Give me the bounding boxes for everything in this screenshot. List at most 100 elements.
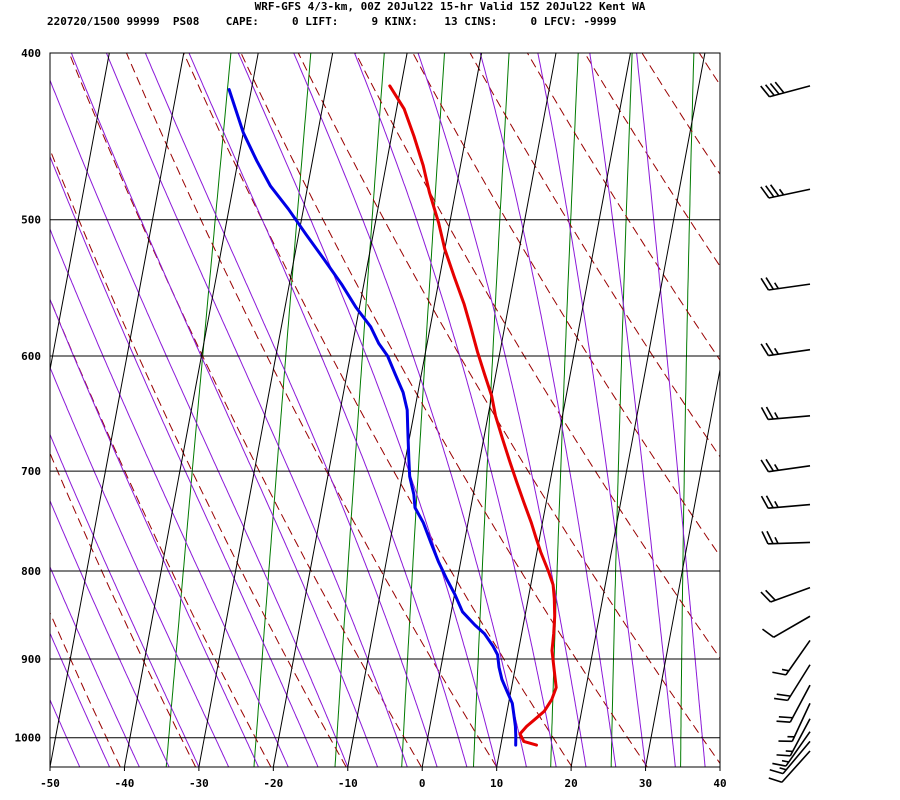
- wind-barb-feather: [769, 769, 784, 775]
- y-tick-label: 600: [21, 350, 41, 363]
- dry-adiabat-line: [526, 53, 720, 362]
- dry-adiabat-line: [125, 53, 498, 767]
- wind-barb-feather: [765, 495, 774, 509]
- wind-barb-shaft: [769, 85, 811, 98]
- wind-barb: [769, 740, 811, 775]
- moist-adiabat-line: [50, 227, 289, 767]
- moist-adiabat-line: [50, 632, 111, 767]
- dry-adiabat-line: [584, 53, 720, 268]
- moist-adiabat-line: [50, 565, 140, 767]
- x-tick-label: 10: [490, 777, 503, 790]
- wind-barb: [760, 586, 811, 603]
- mixing-ratio-line: [253, 53, 312, 767]
- wind-barb: [761, 530, 811, 545]
- wind-barb: [768, 750, 811, 783]
- isotherm-line: [496, 53, 631, 767]
- wind-barb-feather: [760, 85, 771, 98]
- y-tick-label: 500: [21, 214, 41, 227]
- wind-barb-shaft: [791, 702, 811, 742]
- dry-adiabat-line: [469, 53, 720, 458]
- wind-barb-feather: [772, 762, 787, 767]
- mixing-ratio-line: [550, 53, 579, 767]
- wind-barb-feather: [781, 759, 789, 763]
- wind-barb-feather: [760, 407, 769, 420]
- plot-border: [49, 52, 721, 768]
- dewpoint-line: [227, 88, 518, 747]
- dry-adiabat-line: [412, 53, 720, 557]
- y-tick-label: 900: [21, 653, 41, 666]
- moist-adiabat-line: [237, 53, 498, 767]
- moist-adiabat-line: [50, 366, 230, 767]
- mixing-ratio-line: [165, 53, 232, 767]
- wind-barb-feather: [760, 277, 770, 291]
- moist-adiabat-line: [50, 298, 259, 767]
- wind-barb-feather: [760, 459, 770, 473]
- wind-barb-shaft: [768, 348, 811, 357]
- moist-adiabat-line: [293, 53, 527, 767]
- wind-barb-feather: [765, 277, 775, 290]
- wind-barb-shaft: [789, 684, 811, 723]
- wind-barb: [772, 731, 811, 767]
- wind-barb-feather: [765, 185, 775, 198]
- x-tick-label: 0: [419, 777, 426, 790]
- x-tick-label: -50: [40, 777, 60, 790]
- y-tick-label: 800: [21, 565, 41, 578]
- wind-barb-feather: [779, 767, 787, 771]
- x-tick-label: -20: [263, 777, 283, 790]
- wind-barb-shaft: [781, 750, 811, 783]
- moist-adiabat-line: [50, 433, 200, 767]
- isotherm-line: [123, 53, 259, 767]
- wind-barbs: [760, 81, 811, 783]
- wind-barb-feather: [773, 347, 779, 355]
- x-tick-label: 20: [564, 777, 577, 790]
- wind-barb-feather: [769, 184, 780, 197]
- wind-barb-feather: [760, 495, 769, 509]
- moist-adiabat-line: [50, 155, 319, 767]
- dry-adiabat-line: [50, 452, 197, 767]
- dry-adiabat-line: [297, 53, 720, 765]
- dry-adiabat-line: [744, 34, 900, 767]
- mixing-ratio-line: [401, 53, 446, 767]
- wind-barb-shaft: [768, 465, 811, 473]
- wind-barb-shaft: [768, 503, 811, 510]
- moist-adiabat-line: [417, 53, 587, 767]
- plot-frame: [49, 52, 721, 768]
- wind-barb-feather: [774, 536, 779, 544]
- wind-barb: [760, 184, 811, 199]
- dry-adiabat-line: [68, 53, 422, 767]
- wind-barb: [773, 664, 811, 702]
- x-axis-ticks: -50 -40 -30 -20 -10 0 10 20 30 40: [40, 767, 727, 790]
- dry-adiabat-line: [801, 34, 900, 767]
- wind-barb: [760, 342, 811, 357]
- isotherm-line: [198, 53, 334, 767]
- wind-barb-shaft: [767, 541, 811, 545]
- moist-adiabat-line: [589, 53, 676, 767]
- wind-barb-feather: [764, 84, 775, 96]
- isotherm-line: [719, 764, 720, 767]
- wind-barb: [760, 81, 811, 98]
- wind-barb-feather: [774, 81, 785, 94]
- wind-barb-shaft: [787, 664, 811, 701]
- y-tick-label: 700: [21, 465, 41, 478]
- wind-barb-feather: [776, 720, 791, 723]
- dry-adiabat-line: [183, 53, 573, 767]
- isotherm-line: [347, 53, 483, 767]
- wind-barb: [762, 615, 811, 638]
- wind-barb-feather: [773, 282, 779, 290]
- moist-adiabat-line: [50, 499, 170, 767]
- wind-barb-feather: [760, 591, 772, 603]
- moist-adiabat-line: [537, 53, 647, 767]
- wind-barb-feather: [774, 412, 779, 419]
- wind-barb-feather: [778, 715, 793, 719]
- dry-adiabat-line: [698, 53, 720, 86]
- wind-barb-feather: [774, 500, 779, 508]
- dry-adiabat-line: [355, 53, 720, 660]
- wind-barb-feather: [765, 458, 775, 472]
- profile-lines: [227, 84, 558, 747]
- wind-barb-shaft: [789, 718, 811, 757]
- wind-barb-feather: [772, 671, 787, 676]
- wind-barb-feather: [773, 697, 788, 702]
- moist-adiabat-line: [636, 53, 706, 767]
- isotherm-line: [570, 53, 706, 767]
- dry-adiabat-line: [858, 34, 900, 767]
